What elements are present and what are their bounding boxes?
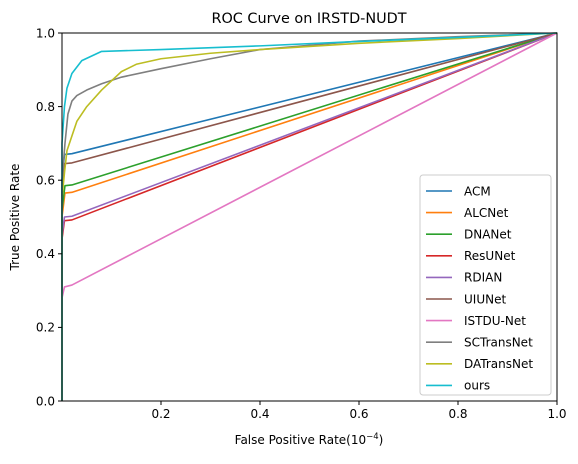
- legend-label-rdian: RDIAN: [464, 271, 502, 285]
- x-tick-label: 0.8: [448, 407, 467, 421]
- legend-items: ACM ALCNet DNANet ResUNet RDIAN UIUNet ISTDU-N…: [426, 184, 533, 393]
- x-axis-label-text: False Positive Rate(10: [235, 433, 366, 447]
- legend-label-ours: ours: [464, 379, 490, 393]
- y-tick-label: 0.4: [36, 247, 55, 261]
- y-axis-label: True Positive Rate: [8, 164, 22, 272]
- y-tick-label: 0.8: [36, 100, 55, 114]
- legend-label-dnanet: DNANet: [464, 228, 512, 242]
- legend-label-sctransnet: SCTransNet: [464, 336, 533, 350]
- y-tick-label: 0.0: [36, 394, 55, 408]
- axis-ticks: 0.2 0.4 0.6 0.8 1.0 0.0 0.2 0.4 0.6 0.8 1.0: [36, 26, 567, 421]
- x-tick-label: 1.0: [547, 407, 566, 421]
- y-tick-label: 0.2: [36, 321, 55, 335]
- legend-label-uiunet: UIUNet: [464, 292, 506, 306]
- x-axis-label-exponent: −4: [366, 432, 379, 442]
- x-axis-label: False Positive Rate(10−4): [235, 432, 384, 447]
- x-tick-label: 0.6: [349, 407, 368, 421]
- legend-label-istdu-net: ISTDU-Net: [464, 314, 526, 328]
- legend-label-acm: ACM: [464, 184, 491, 198]
- x-tick-label: 0.2: [151, 407, 170, 421]
- series-line-datransnet: [61, 32, 558, 401]
- x-axis-label-suffix: ): [379, 433, 384, 447]
- legend-label-datransnet: DATransNet: [464, 357, 533, 371]
- legend-box: [419, 174, 552, 396]
- chart-title: ROC Curve on IRSTD-NUDT: [211, 11, 406, 27]
- x-tick-label: 0.4: [250, 407, 269, 421]
- y-tick-label: 1.0: [36, 26, 55, 40]
- legend-label-alcnet: ALCNet: [464, 206, 509, 220]
- legend-label-resunet: ResUNet: [464, 249, 516, 263]
- series-line-ours: [61, 32, 558, 401]
- y-tick-label: 0.6: [36, 174, 55, 188]
- legend: ACM ALCNet DNANet ResUNet RDIAN UIUNet ISTDU-N…: [419, 174, 552, 396]
- series-line-sctransnet: [61, 32, 558, 401]
- plot-frame: [61, 32, 558, 402]
